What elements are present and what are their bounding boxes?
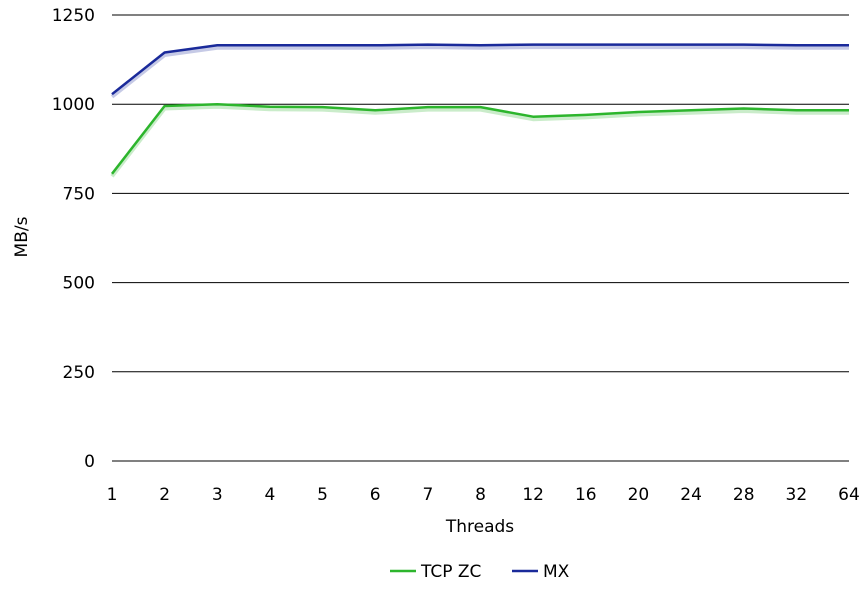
x-axis-title: Threads [445,517,514,537]
x-tick-label: 8 [475,485,486,505]
legend-label: TCP ZC [420,562,481,582]
x-tick-label: 3 [212,485,223,505]
x-tick-label: 16 [575,485,597,505]
x-tick-label: 7 [422,485,433,505]
x-tick-label: 5 [317,485,328,505]
y-axis-ticks: 0 250 500 750 1000 1250 [52,6,95,472]
x-tick-label: 28 [733,485,755,505]
x-tick-label: 64 [838,485,860,505]
legend: TCP ZC MX [390,562,570,582]
x-tick-label: 4 [265,485,276,505]
series-lines [110,43,849,178]
x-tick-label: 32 [786,485,808,505]
x-axis-ticks: 1 2 3 4 5 6 7 8 12 16 20 24 28 32 64 [107,485,860,505]
y-tick-label: 250 [63,363,95,383]
x-tick-label: 2 [159,485,170,505]
legend-label: MX [543,562,570,582]
series-line [111,102,849,175]
y-tick-label: 500 [63,274,95,294]
y-tick-label: 1000 [52,95,95,115]
x-tick-label: 24 [680,485,702,505]
y-tick-label: 1250 [52,6,95,26]
x-tick-label: 20 [628,485,650,505]
series-line-shadow [110,104,849,178]
y-axis-title: MB/s [12,216,32,257]
x-tick-label: 6 [370,485,381,505]
y-tick-label: 750 [63,184,95,204]
x-tick-label: 1 [107,485,118,505]
series-line-shadow [110,45,849,99]
gridlines [112,14,849,462]
y-tick-label: 0 [84,452,95,472]
x-tick-label: 12 [522,485,544,505]
series-line [111,43,849,96]
